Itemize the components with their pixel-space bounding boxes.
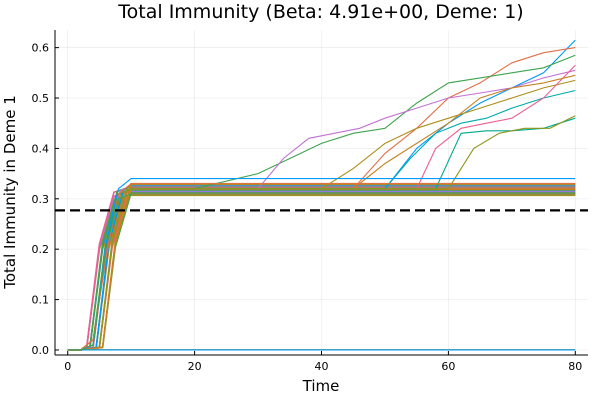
- chart-title: Total Immunity (Beta: 4.91e+00, Deme: 1): [117, 1, 523, 23]
- y-axis-label: Total Immunity in Deme 1: [1, 95, 19, 290]
- x-ticks: 0 20 40 60 80: [64, 351, 582, 373]
- series-line: [67, 183, 576, 351]
- y-tick-label: 0.3: [32, 193, 50, 206]
- x-tick-label: 80: [568, 360, 582, 373]
- y-tick-label: 0.2: [32, 243, 50, 256]
- y-ticks: 0.0 0.1 0.2 0.3 0.4 0.5 0.6: [32, 42, 59, 357]
- y-tick-label: 0.1: [32, 294, 50, 307]
- series-lines: [67, 39, 576, 351]
- x-tick-label: 60: [441, 360, 455, 373]
- x-axis-label: Time: [302, 377, 340, 395]
- series-line: [67, 193, 576, 351]
- x-tick-label: 40: [315, 360, 329, 373]
- x-tick-label: 0: [64, 360, 71, 373]
- x-tick-label: 20: [188, 360, 202, 373]
- y-tick-label: 0.5: [32, 92, 50, 105]
- y-tick-label: 0.6: [32, 42, 50, 55]
- y-tick-label: 0.0: [32, 344, 50, 357]
- y-tick-label: 0.4: [32, 142, 50, 155]
